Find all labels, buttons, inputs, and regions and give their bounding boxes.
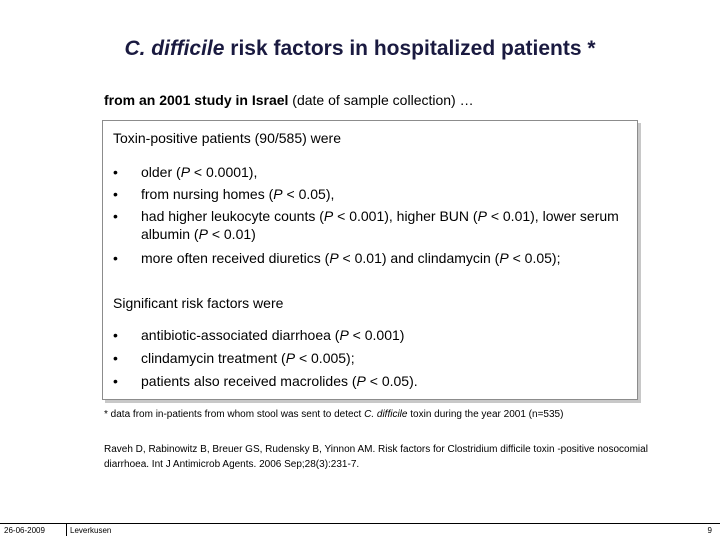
bullet-icon: •: [113, 250, 118, 266]
footer-location: Leverkusen: [70, 526, 112, 535]
bullet-text: more often received diuretics (P < 0.01)…: [141, 250, 561, 266]
title-organism: C. difficile: [124, 37, 225, 60]
footnote: * data from in-patients from whom stool …: [104, 409, 564, 420]
bullet-text: clindamycin treatment (P < 0.005);: [141, 350, 355, 366]
bullet-icon: •: [113, 208, 118, 224]
slide-title: C. difficile risk factors in hospitalize…: [0, 37, 720, 61]
bullet-icon: •: [113, 186, 118, 202]
footer-separator: [66, 524, 67, 536]
bullet-icon: •: [113, 327, 118, 343]
bullet-icon: •: [113, 373, 118, 389]
section-heading-risk-factors: Significant risk factors were: [113, 295, 284, 311]
title-text: risk factors in hospitalized patients *: [224, 37, 596, 60]
bullet-text: older (P < 0.0001),: [141, 164, 258, 180]
footer-date: 26-06-2009: [4, 526, 45, 535]
citation: Raveh D, Rabinowitz B, Breuer GS, Rudens…: [104, 444, 648, 470]
bullet-icon: •: [113, 164, 118, 180]
bullet-icon: •: [113, 350, 118, 366]
bullet-text: antibiotic-associated diarrhoea (P < 0.0…: [141, 327, 405, 343]
section-heading-toxin-positive: Toxin-positive patients (90/585) were: [113, 130, 342, 146]
bullet-text: from nursing homes (P < 0.05),: [141, 186, 335, 202]
subtitle-study: from an 2001 study in Israel: [104, 92, 289, 108]
slide-subtitle: from an 2001 study in Israel (date of sa…: [104, 92, 474, 108]
footer-divider: [0, 523, 720, 524]
subtitle-note: (date of sample collection) …: [288, 92, 474, 108]
bullet-text: patients also received macrolides (P < 0…: [141, 373, 418, 389]
findings-box: Toxin-positive patients (90/585) were • …: [102, 120, 638, 400]
page-number: 9: [707, 526, 712, 535]
bullet-text: had higher leukocyte counts (P < 0.001),…: [141, 208, 619, 242]
